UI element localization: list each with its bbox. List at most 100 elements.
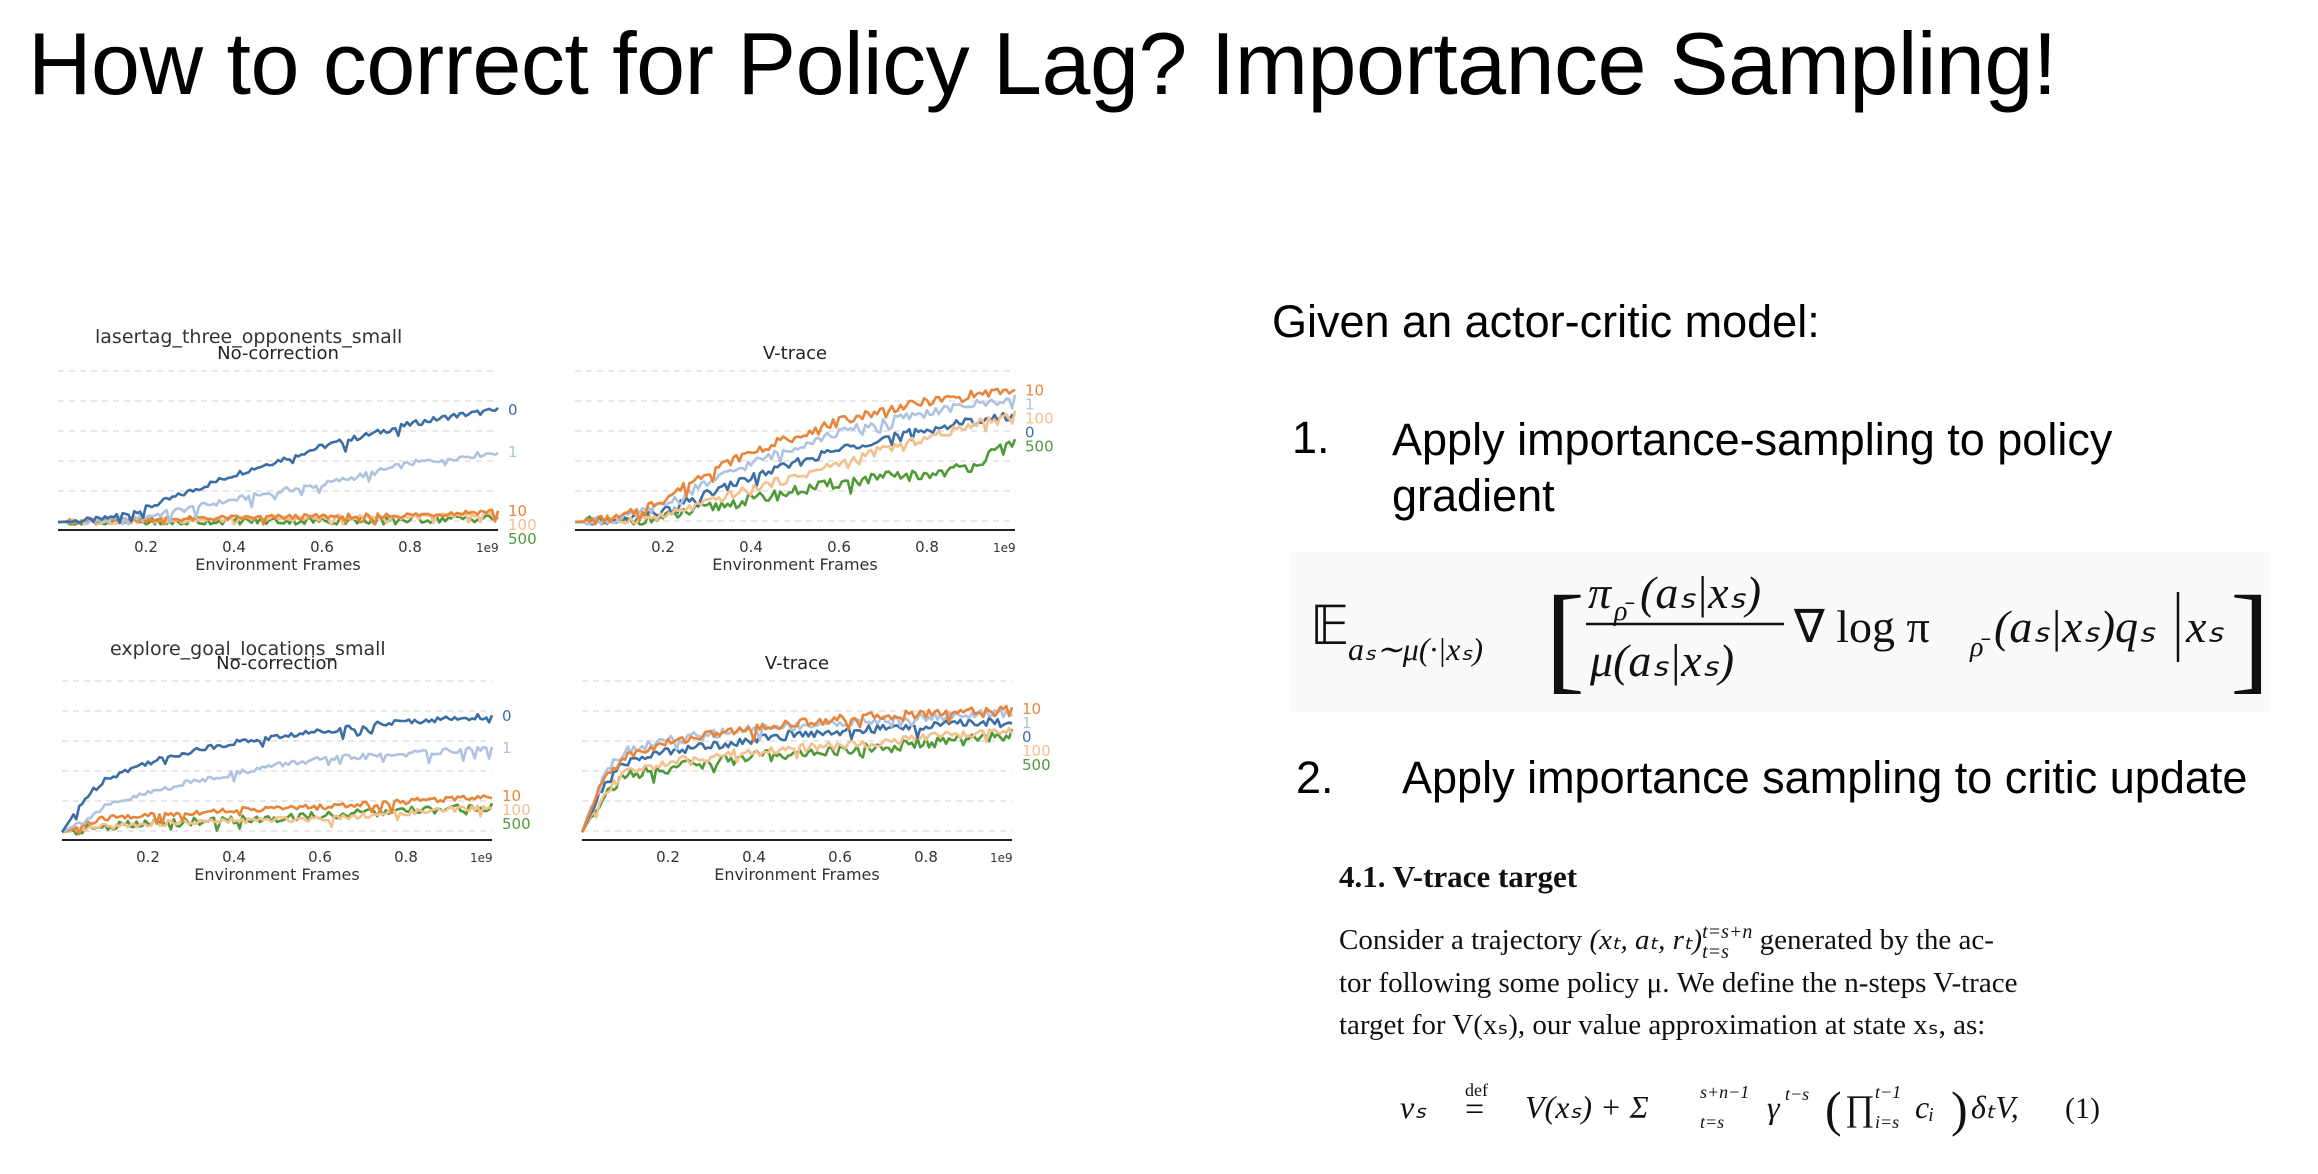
eq-gamma-sup: t−s — [1785, 1084, 1809, 1104]
numerator-args: (aₛ|xₛ) — [1640, 567, 1761, 618]
chart-x-tick-label: 0.4 — [222, 848, 246, 866]
paragraph-line-3: target for V(xₛ), our value approximatio… — [1339, 1009, 1986, 1042]
rest-rho: ρ̄ — [1969, 632, 1990, 663]
denominator: μ(aₛ|xₛ) — [1589, 635, 1734, 686]
rest-args: (aₛ|xₛ)qₛ — [1994, 601, 2156, 652]
line1-post: generated by the ac- — [1752, 924, 1994, 956]
eq-delta: δₜV, — [1971, 1089, 2019, 1125]
left-bracket: [ — [1545, 571, 1585, 704]
chart-title: V-trace — [763, 343, 827, 364]
paper-excerpt: 4.1. V-trace target Consider a trajector… — [1335, 855, 2235, 1155]
chart-series-label: 100 — [508, 516, 537, 534]
chart-series-label: 500 — [1025, 438, 1054, 456]
eq-prod-close: ) — [1951, 1081, 1968, 1137]
chart-series-line-100 — [580, 727, 1014, 833]
eq-sum-bot: t=s — [1700, 1112, 1724, 1132]
chart-x-tick-label: 0.4 — [739, 538, 763, 556]
list-item-1-text: Apply importance-sampling to policy grad… — [1392, 414, 2113, 521]
line1-pre: Consider a trajectory — [1339, 924, 1590, 956]
numerator-rho: ρ̄ — [1613, 596, 1634, 627]
chart-series-label: 0 — [1025, 424, 1035, 442]
line1-sub: t=s — [1702, 941, 1729, 964]
eq-sum-top: s+n−1 — [1700, 1082, 1749, 1102]
expectation-subscript: aₛ∼μ(·|xₛ) — [1348, 631, 1483, 667]
chart-x-tick-label: 0.8 — [398, 538, 422, 556]
grad-log-pi: ∇ log π — [1793, 601, 1930, 652]
list-item-1-number: 1. — [1292, 412, 1330, 463]
chart-title: V-trace — [765, 653, 829, 674]
expectation-symbol: 𝔼 — [1310, 596, 1349, 656]
chart-group-title: lasertag_three_opponents_small — [95, 326, 402, 348]
chart-x-tick-label: 0.6 — [827, 538, 851, 556]
list-item-2-text: Apply importance sampling to critic upda… — [1402, 752, 2248, 803]
chart-series-label: 500 — [508, 530, 537, 548]
chart-series-line-10 — [61, 794, 493, 836]
chart-x-multiplier: 1e9 — [470, 851, 493, 865]
chart-x-axis-label: Environment Frames — [712, 555, 877, 574]
eq-lhs: vₛ — [1400, 1089, 1427, 1125]
chart-x-axis-label: Environment Frames — [714, 865, 879, 884]
eq-prod-top: t−1 — [1875, 1082, 1901, 1102]
eq-prod-bot: i=s — [1875, 1112, 1899, 1132]
chart-series-label: 500 — [502, 815, 531, 833]
section-paragraph: Consider a trajectory (xₜ, aₜ, rₜ) t=s+n t… — [1339, 919, 2239, 1046]
chart-series-label: 1 — [1025, 396, 1035, 414]
chart-series-line-1 — [61, 745, 494, 834]
chart-series-label: 10 — [508, 502, 527, 520]
chart-x-tick-label: 0.2 — [651, 538, 675, 556]
eq-def-top: def — [1465, 1080, 1488, 1100]
policy-gradient-formula: 𝔼 aₛ∼μ(·|xₛ) [ π ρ̄ (aₛ|xₛ) μ(aₛ|xₛ) ∇ l… — [1290, 552, 2270, 712]
chart-x-axis-label: Environment Frames — [195, 555, 360, 574]
chart-series-label: 10 — [1025, 382, 1044, 400]
chart-series-label: 1 — [1022, 714, 1032, 732]
chart-series-label: 1 — [502, 739, 512, 757]
chart-x-tick-label: 0.4 — [222, 538, 246, 556]
paragraph-line-2: tor following some policy μ. We define t… — [1339, 967, 2018, 1000]
chart-group-title: explore_goal_locations_small — [110, 638, 386, 660]
chart-x-tick-label: 0.4 — [742, 848, 766, 866]
line1-limits: t=s+n t=s — [1702, 922, 1752, 962]
chart-series-line-0 — [60, 713, 494, 833]
chart-title: No-correction — [216, 653, 338, 674]
eq-def: = — [1465, 1091, 1484, 1128]
vtrace-equation: vₛ def = V(xₛ) + Σ s+n−1 t=s γ t−s ( ∏ t… — [1400, 1080, 2100, 1137]
chart-x-tick-label: 0.2 — [134, 538, 158, 556]
chart-series-label: 100 — [1025, 410, 1054, 428]
chart-x-tick-label: 0.8 — [914, 848, 938, 866]
chart-series-line-10 — [574, 387, 1016, 526]
chart-series-line-500 — [575, 438, 1017, 526]
eq-ci: cᵢ — [1915, 1089, 1934, 1125]
slide-title: How to correct for Policy Lag? Importanc… — [28, 14, 2057, 113]
chart-x-tick-label: 0.6 — [828, 848, 852, 866]
paragraph-line-1: Consider a trajectory (xₜ, aₜ, rₜ) t=s+n t… — [1339, 919, 2239, 962]
chart-series-line-100 — [61, 804, 493, 834]
chart-series-label: 500 — [1022, 756, 1051, 774]
eq-gamma: γ — [1767, 1089, 1781, 1125]
chart-title: No-correction — [217, 343, 339, 364]
chart-series-label: 10 — [1022, 700, 1041, 718]
numerator-pi: π — [1588, 567, 1613, 618]
chart-x-multiplier: 1e9 — [993, 541, 1016, 555]
eq-prod-open: ( — [1825, 1081, 1842, 1137]
chart-series-line-500 — [61, 802, 494, 836]
chart-series-label: 1 — [508, 443, 518, 461]
chart-series-label: 100 — [502, 801, 531, 819]
chart-series-label: 0 — [508, 401, 518, 419]
chart-series-line-100 — [574, 410, 1017, 526]
chart-x-axis-label: Environment Frames — [194, 865, 359, 884]
chart-series-label: 0 — [1022, 728, 1032, 746]
right-bracket: ] — [2230, 571, 2270, 704]
eq-rhs: V(xₛ) + Σ — [1525, 1089, 1649, 1125]
results-figure: lasertag_three_opponents_small No-correct… — [40, 305, 1080, 945]
chart-x-tick-label: 0.6 — [308, 848, 332, 866]
chart-series-line-0 — [580, 716, 1013, 833]
chart-series-line-10 — [580, 704, 1014, 833]
intro-text: Given an actor-critic model: — [1272, 296, 1820, 347]
eq-number: (1) — [2065, 1092, 2100, 1125]
section-heading: 4.1. V-trace target — [1339, 859, 1578, 894]
chart-series-label: 0 — [502, 707, 512, 725]
condition: xₛ — [2185, 601, 2224, 652]
line1-sup: t=s+n — [1702, 921, 1753, 944]
chart-series-line-0 — [57, 406, 499, 525]
chart-x-tick-label: 0.6 — [310, 538, 334, 556]
